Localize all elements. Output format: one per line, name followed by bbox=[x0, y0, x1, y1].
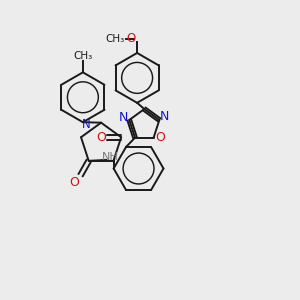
Text: NH: NH bbox=[102, 152, 119, 161]
Text: O: O bbox=[97, 131, 106, 144]
Text: O: O bbox=[69, 176, 79, 189]
Text: CH₃: CH₃ bbox=[73, 51, 92, 61]
Text: N: N bbox=[160, 110, 169, 123]
Text: N: N bbox=[82, 118, 91, 131]
Text: O: O bbox=[127, 32, 136, 45]
Text: CH₃: CH₃ bbox=[105, 34, 124, 44]
Text: N: N bbox=[119, 111, 128, 124]
Text: O: O bbox=[155, 131, 165, 144]
